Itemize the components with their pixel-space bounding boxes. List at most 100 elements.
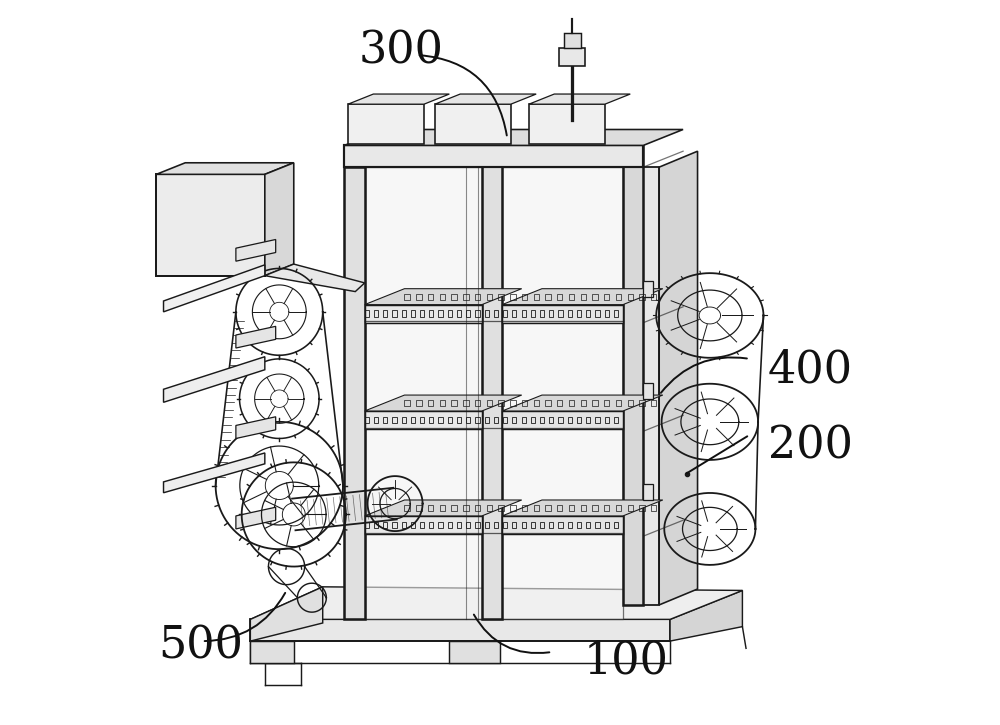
Bar xyxy=(448,310,452,317)
Bar xyxy=(534,505,539,511)
Bar xyxy=(374,417,378,423)
Bar xyxy=(383,522,387,529)
Bar xyxy=(485,310,489,317)
Bar xyxy=(616,400,621,406)
Bar xyxy=(512,310,516,317)
Polygon shape xyxy=(164,357,265,402)
Bar xyxy=(581,505,586,511)
Bar xyxy=(529,104,605,144)
Bar xyxy=(428,294,433,299)
Bar xyxy=(549,522,553,529)
Polygon shape xyxy=(164,265,265,312)
Bar xyxy=(616,505,621,511)
Bar xyxy=(365,411,482,429)
Bar xyxy=(586,522,590,529)
Bar xyxy=(522,310,526,317)
Bar xyxy=(592,294,598,299)
Bar xyxy=(595,310,600,317)
Bar xyxy=(365,522,369,529)
Text: 100: 100 xyxy=(583,639,668,682)
Bar xyxy=(365,417,369,423)
Bar xyxy=(534,400,539,406)
Bar xyxy=(451,400,457,406)
Bar xyxy=(558,417,563,423)
Bar xyxy=(557,400,562,406)
Polygon shape xyxy=(502,500,663,516)
Bar xyxy=(577,522,581,529)
Polygon shape xyxy=(164,453,265,493)
Bar xyxy=(510,505,516,511)
Bar xyxy=(604,505,609,511)
Bar xyxy=(639,505,645,511)
Polygon shape xyxy=(236,239,276,261)
Bar xyxy=(402,417,406,423)
Bar xyxy=(643,167,659,605)
Text: 400: 400 xyxy=(768,348,853,392)
Bar xyxy=(494,310,498,317)
Bar xyxy=(451,294,457,299)
Bar xyxy=(540,417,544,423)
Bar xyxy=(498,505,504,511)
Bar xyxy=(457,522,461,529)
Bar xyxy=(498,294,504,299)
Bar xyxy=(475,294,480,299)
Polygon shape xyxy=(449,641,500,663)
Bar xyxy=(435,104,511,144)
Bar xyxy=(564,33,581,48)
Bar xyxy=(429,417,433,423)
Bar xyxy=(498,400,504,406)
Bar xyxy=(569,294,574,299)
Polygon shape xyxy=(643,281,653,297)
Bar xyxy=(510,294,516,299)
Bar xyxy=(466,522,470,529)
Bar xyxy=(605,522,609,529)
Bar xyxy=(503,310,507,317)
Bar xyxy=(592,400,598,406)
Bar xyxy=(482,146,502,619)
Bar xyxy=(595,522,600,529)
Bar xyxy=(628,505,633,511)
Bar xyxy=(365,167,623,619)
Bar xyxy=(404,505,410,511)
Bar xyxy=(605,310,609,317)
Polygon shape xyxy=(156,163,294,174)
Polygon shape xyxy=(643,383,653,399)
Bar xyxy=(466,310,470,317)
Bar xyxy=(487,505,492,511)
Bar xyxy=(440,400,445,406)
Bar xyxy=(559,48,585,66)
Bar xyxy=(549,417,553,423)
Bar xyxy=(557,505,562,511)
Bar xyxy=(586,310,590,317)
Bar xyxy=(365,304,482,323)
Polygon shape xyxy=(236,326,276,348)
Bar xyxy=(404,400,410,406)
Bar xyxy=(651,294,656,299)
Polygon shape xyxy=(344,130,683,146)
Bar xyxy=(451,505,457,511)
Bar xyxy=(502,411,623,429)
Polygon shape xyxy=(365,500,522,516)
Bar xyxy=(438,522,443,529)
Bar xyxy=(639,294,645,299)
Bar xyxy=(522,522,526,529)
Polygon shape xyxy=(365,289,522,304)
Bar xyxy=(628,400,633,406)
Bar xyxy=(374,310,378,317)
Bar xyxy=(549,310,553,317)
Bar xyxy=(604,400,609,406)
Polygon shape xyxy=(265,264,365,291)
Bar xyxy=(568,310,572,317)
Bar xyxy=(429,310,433,317)
Bar xyxy=(438,417,443,423)
Bar xyxy=(534,294,539,299)
Bar xyxy=(392,310,397,317)
Bar xyxy=(420,310,424,317)
Bar xyxy=(512,417,516,423)
Bar xyxy=(545,400,551,406)
Bar xyxy=(404,294,410,299)
Bar xyxy=(466,417,470,423)
Bar xyxy=(614,310,618,317)
Bar xyxy=(429,522,433,529)
Bar xyxy=(605,417,609,423)
